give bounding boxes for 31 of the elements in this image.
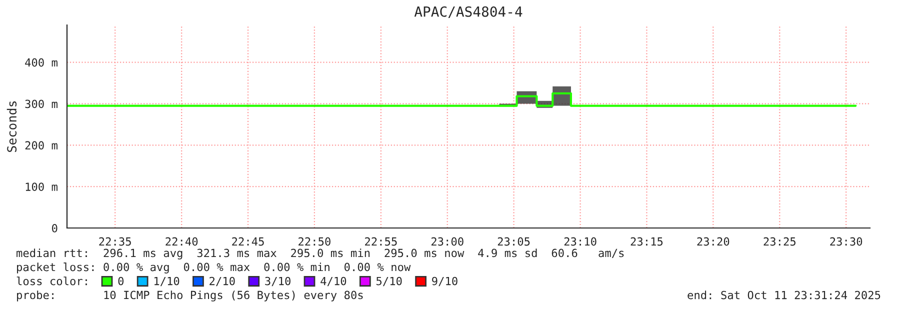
x-tick-label: 22:55 bbox=[365, 237, 397, 246]
x-tick-label: 23:00 bbox=[431, 237, 464, 246]
x-tick-label: 22:50 bbox=[298, 237, 330, 246]
x-tick-label: 22:40 bbox=[166, 237, 198, 246]
legend-title: loss color: bbox=[16, 276, 87, 286]
legend-label: 3/10 bbox=[265, 276, 290, 286]
y-tick-label: 100 m bbox=[26, 182, 58, 191]
x-tick-label: 23:15 bbox=[630, 237, 663, 246]
y-tick-label: 0 bbox=[52, 224, 58, 232]
y-tick-label: 400 m bbox=[25, 58, 58, 67]
y-axis-title: Seconds bbox=[6, 101, 17, 152]
x-tick-label: 23:10 bbox=[564, 237, 596, 246]
legend-label: 4/10 bbox=[320, 276, 346, 286]
legend-label: 2/10 bbox=[210, 276, 235, 286]
legend-label: 0 bbox=[118, 276, 124, 286]
chart-title: APAC/AS4804-4 bbox=[414, 6, 522, 18]
y-tick-label: 300 m bbox=[25, 100, 58, 108]
legend-label: 1/10 bbox=[154, 276, 180, 286]
text: end: Sat Oct 11 23:31:24 2025 bbox=[688, 290, 880, 300]
x-tick-label: 22:45 bbox=[232, 237, 264, 246]
legend-label: 9/10 bbox=[432, 276, 458, 286]
x-tick-label: 22:35 bbox=[99, 237, 131, 246]
text: packet loss: 0.00 % avg 0.00 % max 0.00 % min 0.00 % now bbox=[17, 262, 411, 274]
x-tick-label: 23:20 bbox=[697, 237, 730, 246]
legend-label: 5/10 bbox=[376, 276, 402, 286]
x-tick-label: 23:25 bbox=[764, 237, 796, 246]
text: median rtt: 296.1 ms avg 321.3 ms max 295.0 ms min 295.0 ms now 4.9 ms sd 60.6 am/s bbox=[16, 248, 624, 260]
y-tick-label: 200 m bbox=[25, 141, 58, 150]
text: probe: 10 ICMP Echo Pings (56 Bytes) every 80s bbox=[17, 290, 363, 302]
x-tick-label: 23:30 bbox=[830, 237, 862, 246]
x-tick-label: 23:05 bbox=[498, 237, 530, 246]
